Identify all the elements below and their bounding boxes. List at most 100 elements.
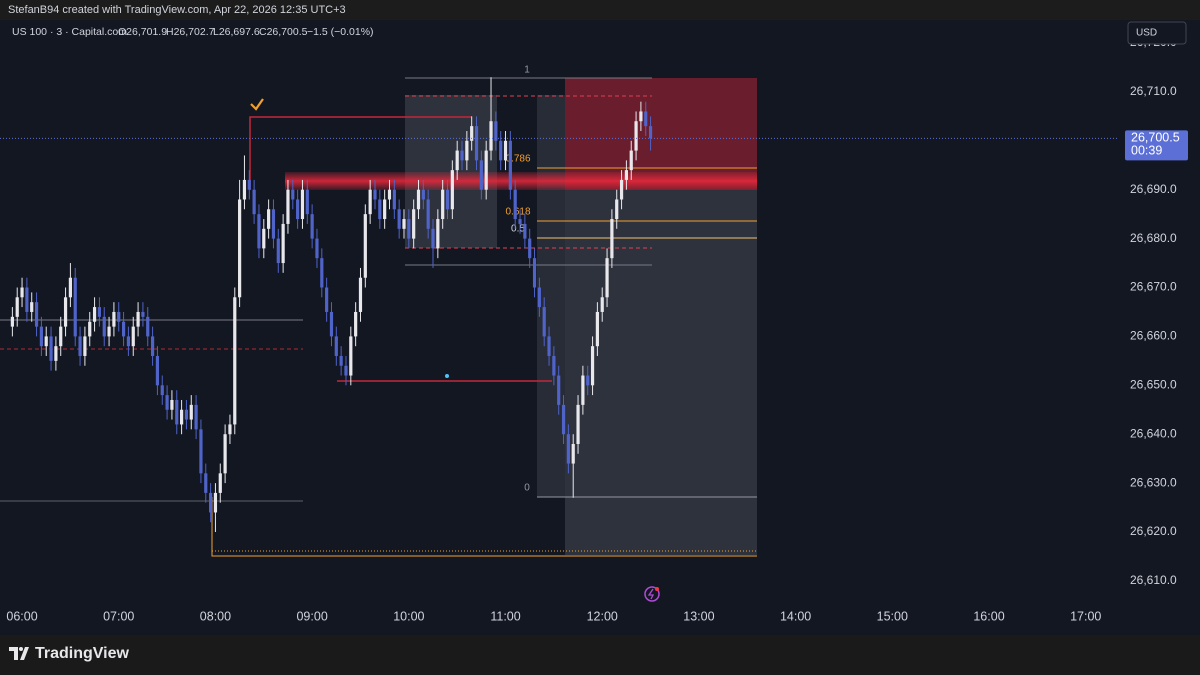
x-tick-label: 17:00 <box>1070 609 1101 623</box>
candle-body <box>204 473 208 493</box>
candle-body <box>305 189 309 215</box>
candle-body <box>160 385 164 396</box>
alert-icon[interactable] <box>644 586 660 602</box>
x-tick-label: 16:00 <box>973 609 1004 623</box>
candle-body <box>624 170 628 180</box>
candle-body <box>242 179 247 200</box>
candle-body <box>68 277 72 298</box>
candle-body <box>102 316 106 337</box>
candle-body <box>44 336 48 347</box>
axes: 26,610.0 26,620.0 26,630.0 26,640.0 26,650.0… <box>0 35 1188 623</box>
candle-body <box>107 326 111 337</box>
candle-body <box>629 150 633 171</box>
legend-high: H26,702.7 <box>166 26 215 38</box>
candle-body <box>30 302 34 312</box>
y-tick-label: 26,660.0 <box>1130 329 1177 343</box>
candle-body <box>165 395 169 410</box>
candle-body <box>508 140 512 190</box>
candle-body <box>25 287 29 312</box>
currency-box[interactable] <box>1127 21 1187 45</box>
candle-body <box>150 336 155 356</box>
candle-body <box>281 223 285 264</box>
candle-body <box>325 287 329 312</box>
candle-body <box>315 238 319 259</box>
candle-body <box>441 189 445 220</box>
candle-body <box>494 121 498 141</box>
x-tick-label: 15:00 <box>877 609 908 623</box>
current-price-box <box>1125 130 1188 161</box>
candle-body <box>363 214 367 278</box>
top-bar <box>0 0 1200 20</box>
x-tick-label: 08:00 <box>200 609 231 623</box>
fib-label: 0.786 <box>505 154 530 165</box>
currency: USD <box>1136 28 1157 39</box>
candle-body <box>10 316 14 327</box>
candle-body <box>383 199 387 220</box>
legend-symbol: US 100 · 3 · Capital.com <box>12 26 127 38</box>
candle-body <box>392 189 396 210</box>
candle-body <box>412 209 416 239</box>
legend-low: L26,697.6 <box>213 26 260 38</box>
candle-body <box>117 311 121 322</box>
candle-body <box>276 238 280 264</box>
y-tick-label: 26,620.0 <box>1130 524 1177 538</box>
candle-body <box>387 189 392 200</box>
candle-body <box>199 429 203 474</box>
candle-body <box>78 336 82 356</box>
candle-body <box>590 346 595 386</box>
logo-mark <box>9 647 29 660</box>
high-line <box>249 116 472 190</box>
candle-body <box>141 311 145 317</box>
candle-body <box>581 375 585 405</box>
candle-body <box>431 228 435 249</box>
candle-body <box>339 355 343 366</box>
candle-body <box>223 434 227 474</box>
y-tick-label: 26,650.0 <box>1130 377 1177 391</box>
current-price-label: 26,700.5 <box>1131 131 1180 145</box>
candle-body <box>54 346 58 361</box>
candle-body <box>537 287 541 308</box>
candle-body <box>489 121 493 151</box>
y-tick-label: 26,680.0 <box>1130 231 1177 245</box>
candle-body <box>131 326 135 347</box>
fib-label: 0 <box>524 483 530 494</box>
x-tick-label: 10:00 <box>393 609 424 623</box>
candle-body <box>619 179 624 200</box>
candle-body <box>450 170 454 210</box>
candle-body <box>552 355 556 376</box>
candle-body <box>175 399 179 425</box>
candle-body <box>310 214 314 239</box>
candle-body <box>561 404 566 435</box>
y-tick-label: 26,710.0 <box>1130 84 1177 98</box>
candle-body <box>421 189 425 200</box>
candle-body <box>286 189 290 224</box>
candle-body <box>368 189 372 215</box>
candle-body <box>184 409 189 420</box>
candle-body <box>513 189 517 220</box>
legend-close: C26,700.5 <box>259 26 308 38</box>
candle-body <box>146 316 150 337</box>
candle-body <box>566 434 570 464</box>
candle-body <box>503 140 508 161</box>
candle-body <box>426 199 430 229</box>
candle-body <box>267 209 271 229</box>
candle-body <box>576 404 580 444</box>
candle-body <box>320 258 324 288</box>
logo-mark <box>19 647 23 651</box>
drawings <box>0 77 757 557</box>
candles <box>10 77 653 533</box>
legend-change: −1.5 (−0.01%) <box>307 26 374 38</box>
candle-body <box>397 209 401 229</box>
y-tick-label: 26,630.0 <box>1130 475 1177 489</box>
candle-body <box>228 424 232 435</box>
candle-body <box>474 126 479 161</box>
candle-body <box>528 238 532 259</box>
candle-body <box>499 140 503 161</box>
candle-body <box>15 297 19 317</box>
candle-body <box>615 199 619 220</box>
countdown: 00:39 <box>1131 144 1162 158</box>
price-axis <box>1118 20 1200 600</box>
candle-body <box>136 311 140 327</box>
position-target-area <box>565 78 757 190</box>
